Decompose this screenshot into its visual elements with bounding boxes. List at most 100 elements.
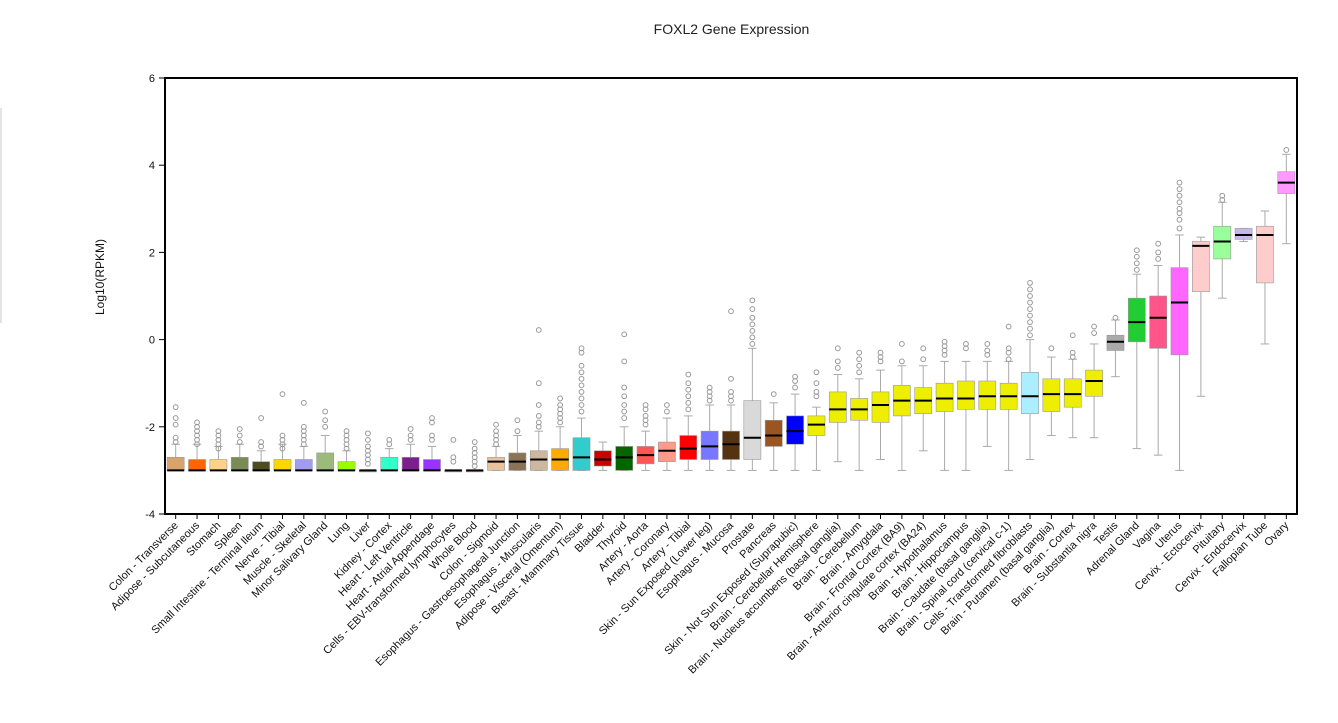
box-35 <box>893 341 911 471</box>
outlier-point <box>450 458 457 465</box>
outlier-point <box>1027 332 1033 339</box>
box-23 <box>636 402 655 471</box>
outlier-point <box>1112 314 1119 321</box>
outlier-point <box>493 441 499 448</box>
box-31 <box>807 369 826 471</box>
outlier-point <box>664 408 670 415</box>
outlier-point <box>1027 325 1033 332</box>
x-tick-label: Ovary <box>1262 519 1292 549</box>
outlier-point <box>493 421 499 428</box>
box-49 <box>1192 236 1210 397</box>
box-47 <box>1149 240 1168 456</box>
outlier-point <box>685 386 692 393</box>
outlier-point <box>365 460 371 467</box>
outlier-point <box>300 399 307 406</box>
outlier-point <box>578 382 585 389</box>
outlier-point <box>386 441 393 448</box>
outlier-point <box>279 391 286 398</box>
outlier-point <box>1005 349 1012 356</box>
boxes <box>166 147 1296 473</box>
outlier-point <box>621 393 628 400</box>
box-iqr <box>294 459 313 471</box>
box-iqr <box>743 400 762 460</box>
outlier-point <box>1027 306 1033 312</box>
box-iqr <box>401 457 420 471</box>
box-iqr <box>188 459 206 471</box>
outlier-point <box>1176 199 1183 206</box>
outlier-point <box>685 393 692 400</box>
outlier-point <box>1176 216 1183 223</box>
box-34 <box>871 349 890 460</box>
outlier-point <box>642 421 649 428</box>
outlier-point <box>621 331 628 338</box>
outlier-point <box>300 441 307 448</box>
box-50 <box>1213 192 1232 299</box>
outlier-point <box>1027 280 1033 286</box>
box-41 <box>1021 280 1039 460</box>
box-iqr <box>529 450 548 471</box>
left-edge-rule <box>0 108 2 323</box>
box-9 <box>337 428 356 472</box>
box-iqr <box>337 461 356 471</box>
outlier-point <box>664 402 670 408</box>
outlier-point <box>407 436 414 443</box>
y-tick-label: 6 <box>149 73 155 85</box>
outlier-point <box>578 349 585 356</box>
outlier-point <box>856 369 863 376</box>
box-iqr <box>1192 241 1210 292</box>
outlier-point <box>322 423 329 430</box>
outlier-point <box>963 345 969 352</box>
box-28 <box>743 297 762 471</box>
outlier-point <box>813 369 820 376</box>
outlier-point <box>1005 356 1012 363</box>
outlier-point <box>1176 225 1183 232</box>
box-iqr <box>722 430 740 460</box>
box-1 <box>166 404 185 472</box>
outlier-point <box>1133 247 1140 254</box>
box-38 <box>957 341 975 471</box>
outlier-point <box>749 334 756 341</box>
box-iqr <box>957 380 975 410</box>
x-tick-label: Lung <box>326 520 352 546</box>
box-iqr <box>935 382 954 412</box>
outlier-point <box>407 426 414 432</box>
box-iqr <box>166 457 185 471</box>
box-iqr <box>871 391 890 423</box>
outlier-point <box>685 406 692 413</box>
outlier-point <box>685 371 692 378</box>
outlier-point <box>365 436 371 443</box>
box-iqr <box>978 380 997 410</box>
outlier-point <box>685 380 692 387</box>
outlier-point <box>535 327 542 333</box>
outlier-point <box>1176 210 1183 217</box>
box-30 <box>786 373 804 471</box>
outlier-point <box>728 397 734 404</box>
box-29 <box>764 391 783 471</box>
box-iqr <box>679 435 698 460</box>
outlier-point <box>343 445 350 452</box>
outlier-point <box>365 430 371 437</box>
outlier-point <box>578 395 585 402</box>
outlier-point <box>1091 330 1097 336</box>
box-26 <box>700 384 719 471</box>
box-iqr <box>1021 371 1039 415</box>
box-39 <box>978 341 997 447</box>
outlier-point <box>1155 240 1162 247</box>
outlier-point <box>749 341 756 347</box>
box-6 <box>273 391 292 472</box>
box-27 <box>722 308 740 471</box>
box-iqr <box>700 430 719 460</box>
outlier-point <box>535 423 542 430</box>
outlier-point <box>621 402 628 408</box>
outlier-point <box>621 384 628 391</box>
box-3 <box>209 428 228 472</box>
outlier-point <box>834 358 841 365</box>
box-22 <box>615 331 634 471</box>
outlier-point <box>1069 354 1076 360</box>
outlier-point <box>322 408 329 415</box>
outlier-point <box>322 417 329 424</box>
outlier-point <box>706 397 713 404</box>
box-5 <box>252 415 270 472</box>
outlier-point <box>1176 186 1183 193</box>
box-8 <box>316 408 335 472</box>
